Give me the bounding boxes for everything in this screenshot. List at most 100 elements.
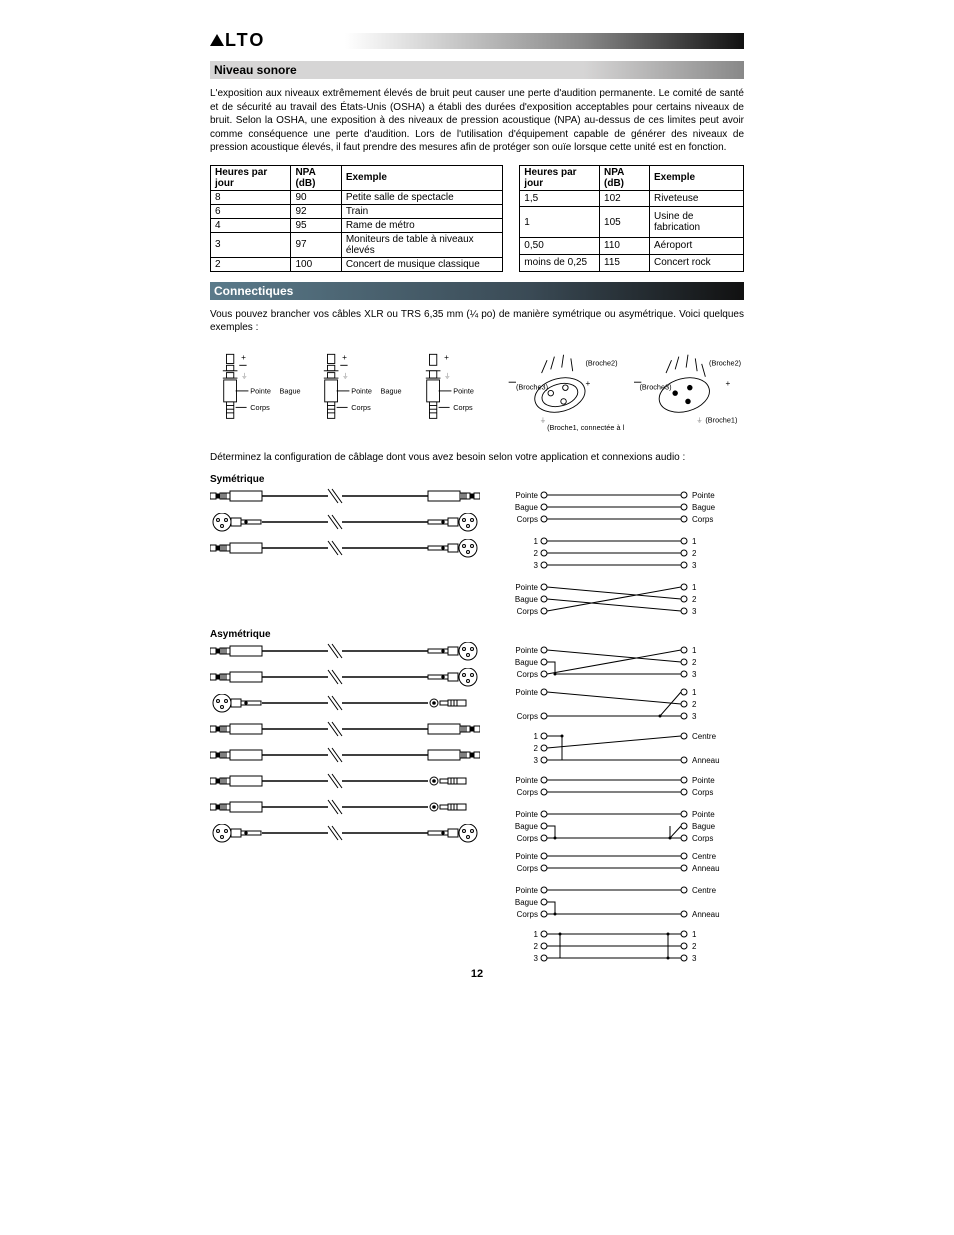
svg-text:Corps: Corps (517, 670, 538, 678)
table-cell: 1,5 (520, 190, 600, 207)
jack-ts-diagram: + ⏚ Pointe Corps (413, 345, 495, 435)
table-cell: 8 (211, 190, 291, 204)
svg-text:Corps: Corps (692, 515, 713, 524)
svg-text:2: 2 (692, 549, 697, 558)
pin-diagram: PointeBagueCorpsCentreAnneau (510, 882, 720, 920)
table-cell: 1 (520, 207, 600, 237)
table-cell: Concert de musique classique (341, 257, 502, 271)
svg-text:Pointe: Pointe (250, 386, 271, 395)
table-cell: Moniteurs de table à niveaux élevés (341, 232, 502, 257)
svg-text:2: 2 (692, 658, 697, 667)
svg-text:Bague: Bague (515, 822, 539, 831)
header-row: LTO (210, 30, 744, 51)
cable-diagram (210, 824, 480, 844)
cable-diagram (210, 694, 480, 714)
niveau-sonore-body: L'exposition aux niveaux extrêmement éle… (210, 87, 744, 155)
svg-text:Anneau: Anneau (692, 756, 720, 765)
svg-text:Pointe: Pointe (692, 810, 715, 819)
svg-text:3: 3 (534, 954, 539, 962)
svg-text:3: 3 (692, 670, 697, 678)
svg-text:Bague: Bague (515, 595, 539, 604)
osha-tables: Heures par jour NPA (dB) Exemple 890Peti… (210, 165, 744, 272)
table-row: 1,5102Riveteuse (520, 190, 744, 207)
svg-text:1: 1 (692, 930, 697, 939)
svg-text:2: 2 (534, 549, 539, 558)
svg-text:3: 3 (692, 954, 697, 962)
svg-text:Bague: Bague (692, 822, 716, 831)
table-cell: 100 (291, 257, 341, 271)
svg-text:1: 1 (534, 930, 539, 939)
svg-text:1: 1 (534, 732, 539, 741)
svg-text:Bague: Bague (692, 503, 716, 512)
svg-text:Pointe: Pointe (515, 810, 538, 819)
svg-text:2: 2 (692, 942, 697, 951)
asymetrique-heading: Asymétrique (210, 629, 744, 640)
section-niveau-sonore-title: Niveau sonore (210, 61, 744, 79)
cable-diagram (210, 798, 480, 818)
svg-text:1: 1 (692, 646, 697, 655)
logo-triangle-icon (210, 34, 224, 46)
cable-diagram (210, 539, 480, 559)
pin-diagram: 123CentreAnneau (510, 728, 720, 766)
pin-diagram: PointeBagueCorpsPointeBagueCorps (510, 806, 720, 842)
connectiques-body: Vous pouvez brancher vos câbles XLR ou T… (210, 308, 744, 335)
th-npa: NPA (dB) (600, 165, 650, 190)
svg-text:Bague: Bague (515, 503, 539, 512)
table-cell: moins de 0,25 (520, 254, 600, 271)
svg-text:+: + (241, 352, 246, 361)
cable-diagram (210, 642, 480, 662)
svg-text:Corps: Corps (692, 788, 713, 797)
pin-diagram: PointeCorpsPointeCorps (510, 772, 720, 800)
th-hours: Heures par jour (520, 165, 600, 190)
pin-diagram: PointeBagueCorps123 (510, 642, 720, 678)
table-cell: 90 (291, 190, 341, 204)
connectiques-body-2: Déterminez la configuration de câblage d… (210, 451, 744, 465)
svg-text:⏚: ⏚ (343, 372, 349, 380)
table-row: 0,50110Aéroport (520, 237, 744, 254)
svg-text:Anneau: Anneau (692, 864, 720, 873)
th-hours: Heures par jour (211, 165, 291, 190)
svg-text:Corps: Corps (453, 403, 473, 412)
svg-text:Corps: Corps (517, 864, 538, 873)
svg-text:Corps: Corps (517, 788, 538, 797)
header-gradient-bar (345, 33, 744, 49)
svg-text:2: 2 (692, 700, 697, 709)
page-number: 12 (210, 968, 744, 980)
table-cell: 102 (600, 190, 650, 207)
svg-text:(Broche1): (Broche1) (706, 415, 738, 424)
svg-text:(Broche1, connectée à la broch: (Broche1, connectée à la broche3) (547, 422, 624, 431)
svg-text:Corps: Corps (517, 712, 538, 721)
table-cell: Aéroport (649, 237, 743, 254)
table-cell: 95 (291, 218, 341, 232)
svg-text:Bague: Bague (381, 386, 402, 395)
jack-trs-diagram-2: + ⏚ Pointe Bague Corps (311, 345, 402, 435)
pin-diagram: PointeCorpsCentreAnneau (510, 848, 720, 876)
svg-text:⏚: ⏚ (444, 372, 450, 380)
svg-text:3: 3 (534, 561, 539, 570)
svg-text:⏚: ⏚ (540, 416, 546, 424)
svg-text:3: 3 (534, 756, 539, 765)
svg-text:2: 2 (534, 744, 539, 753)
svg-text:1: 1 (692, 583, 697, 592)
pin-diagram: PointeBagueCorpsPointeBagueCorps (510, 487, 720, 527)
symetrique-wiring: PointeBagueCorpsPointeBagueCorps123123Po… (210, 487, 744, 619)
svg-text:3: 3 (692, 561, 697, 570)
svg-text:2: 2 (534, 942, 539, 951)
table-cell: Rame de métro (341, 218, 502, 232)
svg-text:+: + (586, 378, 591, 387)
connector-illustrations: + ⏚ Pointe Bague Corps + ⏚ (210, 345, 744, 445)
svg-text:Pointe: Pointe (515, 491, 538, 500)
xlr-female-diagram: (Broche2) (Broche3) + ⏚ (Broche1, connec… (505, 345, 624, 445)
pin-diagram: PointeCorps123 (510, 684, 720, 722)
table-cell: 92 (291, 204, 341, 218)
svg-text:Anneau: Anneau (692, 910, 720, 919)
svg-text:Pointe: Pointe (352, 386, 373, 395)
table-row: 890Petite salle de spectacle (211, 190, 503, 204)
svg-text:Centre: Centre (692, 852, 717, 861)
table-row: 1105Usine de fabrication (520, 207, 744, 237)
svg-text:1: 1 (534, 537, 539, 546)
table-cell: 3 (211, 232, 291, 257)
table-cell: Train (341, 204, 502, 218)
svg-text:Pointe: Pointe (515, 886, 538, 895)
svg-text:Bague: Bague (515, 658, 539, 667)
